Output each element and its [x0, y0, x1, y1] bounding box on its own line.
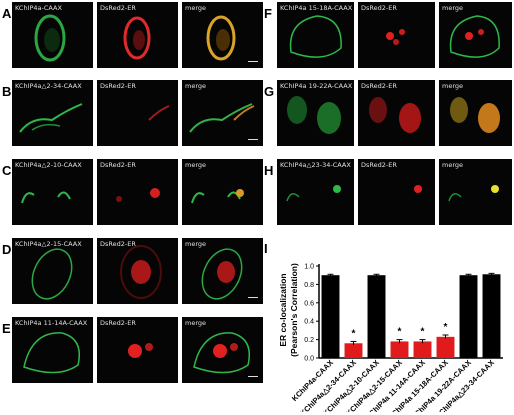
image-E-kchip: KChIP4a 11-14A-CAAX — [12, 317, 93, 383]
caption-G: KChIP4a 19-22A-CAAX — [280, 82, 353, 90]
er-caption-F: DsRed2-ER — [361, 4, 397, 12]
caption-H: KChIP4a△23-34-CAAX — [280, 161, 351, 169]
merge-caption-H: merge — [442, 161, 464, 169]
bar — [321, 275, 340, 358]
y-tick-label: 0.4 — [304, 319, 314, 326]
image-B-er: DsRed2-ER — [97, 80, 178, 146]
image-E-merge: merge — [182, 317, 263, 383]
panel-label-B: B — [2, 84, 12, 99]
bars: * * * * — [321, 272, 501, 358]
image-B-merge: merge — [182, 80, 263, 146]
y-ticks: 0.0 0.2 0.4 0.6 0.8 1.0 — [304, 264, 319, 363]
caption-C: KChIP4a△2-10-CAAX — [15, 161, 82, 169]
panel-label-A: A — [2, 6, 12, 21]
caption-E: KChIP4a 11-14A-CAAX — [15, 319, 88, 327]
image-H-merge: merge — [439, 159, 512, 225]
panel-label-G: G — [264, 84, 275, 99]
image-F-merge: merge — [439, 2, 512, 68]
panel-label-I: I — [264, 241, 268, 256]
y-tick-label: 1.0 — [304, 264, 314, 271]
merge-caption-D: merge — [185, 240, 207, 248]
y-tick-label: 0.8 — [304, 282, 314, 289]
image-C-er: DsRed2-ER — [97, 159, 178, 225]
y-tick-label: 0.2 — [304, 337, 314, 344]
merge-caption-G: merge — [442, 82, 464, 90]
x-tick-labels: KChIP4a-CAAXKChIP4a△2-34-CAAXKChIP4a△2-1… — [290, 358, 496, 412]
scale-bar — [248, 61, 258, 62]
merge-caption-F: merge — [442, 4, 464, 12]
er-caption-D: DsRed2-ER — [100, 240, 136, 248]
image-H-kchip: KChIP4a△23-34-CAAX — [277, 159, 354, 225]
image-B-kchip: KChIP4a△2-34-CAAX — [12, 80, 93, 146]
image-C-merge: merge — [182, 159, 263, 225]
er-caption-B: DsRed2-ER — [100, 82, 136, 90]
caption-D: KChIP4a△2-15-CAAX — [15, 240, 82, 248]
bar — [367, 275, 386, 358]
merge-caption-E: merge — [185, 319, 207, 327]
significance-star: * — [444, 322, 448, 333]
image-D-kchip: KChIP4a△2-15-CAAX — [12, 238, 93, 304]
bar — [436, 336, 455, 358]
y-axis-label-line1: ER co-localization — [278, 273, 288, 346]
er-caption-E: DsRed2-ER — [100, 319, 136, 327]
image-H-er: DsRed2-ER — [358, 159, 435, 225]
image-C-kchip: KChIP4a△2-10-CAAX — [12, 159, 93, 225]
bar — [390, 341, 409, 358]
image-F-er: DsRed2-ER — [358, 2, 435, 68]
image-D-merge: merge — [182, 238, 263, 304]
er-caption-G: DsRed2-ER — [361, 82, 397, 90]
merge-caption-A: merge — [185, 4, 207, 12]
bar — [413, 341, 432, 358]
caption-A: KChIP4a-CAAX — [15, 4, 62, 12]
merge-caption-C: merge — [185, 161, 207, 169]
scale-bar — [248, 139, 258, 140]
bar-chart: ER co-localization (Pearson's Correlatio… — [278, 263, 503, 412]
bar — [482, 274, 501, 358]
panel-label-H: H — [264, 163, 274, 178]
merge-caption-B: merge — [185, 82, 207, 90]
significance-star: * — [352, 328, 356, 339]
er-caption-A: DsRed2-ER — [100, 4, 136, 12]
image-E-er: DsRed2-ER — [97, 317, 178, 383]
significance-star: * — [398, 327, 402, 338]
panel-label-D: D — [2, 242, 12, 257]
y-axis-label: ER co-localization (Pearson's Correlatio… — [278, 263, 299, 357]
panel-label-F: F — [264, 6, 272, 21]
caption-F: KChIP4a 15-18A-CAAX — [280, 4, 353, 12]
significance-star: * — [421, 327, 425, 338]
scale-bar — [248, 297, 258, 298]
panel-label-E: E — [2, 321, 11, 336]
panel-label-C: C — [2, 163, 12, 178]
image-A-er: DsRed2-ER — [97, 2, 178, 68]
image-D-er: DsRed2-ER — [97, 238, 178, 304]
bar — [344, 343, 363, 358]
scale-bar — [248, 376, 258, 377]
image-G-er: DsRed2-ER — [358, 80, 435, 146]
image-G-kchip: KChIP4a 19-22A-CAAX — [277, 80, 354, 146]
y-axis-label-line2: (Pearson's Correlation) — [289, 263, 299, 357]
image-A-merge: merge — [182, 2, 263, 68]
image-A-kchip: KChIP4a-CAAX — [12, 2, 93, 68]
caption-B: KChIP4a△2-34-CAAX — [15, 82, 82, 90]
image-F-kchip: KChIP4a 15-18A-CAAX — [277, 2, 354, 68]
er-caption-H: DsRed2-ER — [361, 161, 397, 169]
image-G-merge: merge — [439, 80, 512, 146]
bar — [459, 275, 478, 358]
y-tick-label: 0.0 — [304, 356, 314, 363]
er-caption-C: DsRed2-ER — [100, 161, 136, 169]
y-tick-label: 0.6 — [304, 300, 314, 307]
